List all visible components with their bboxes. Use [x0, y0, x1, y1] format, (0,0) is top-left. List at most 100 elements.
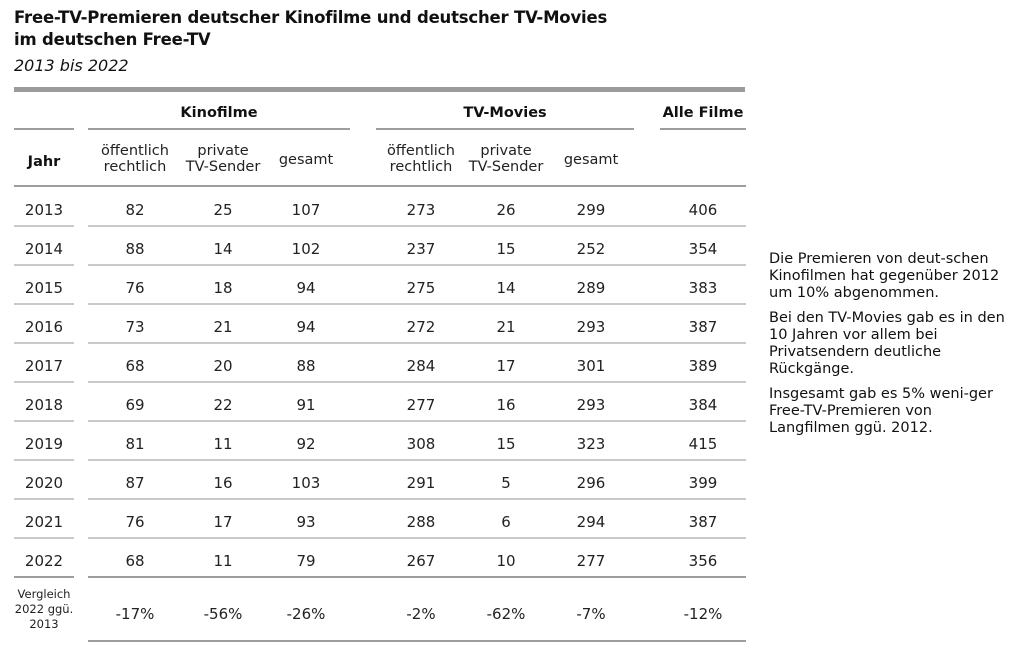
side-notes: Die Premieren von deut-schen Kinofilmen …	[769, 251, 1009, 437]
table-cell: 18	[213, 279, 233, 297]
table-cell: 387	[688, 513, 718, 531]
row-rule	[14, 576, 74, 578]
table-cell: 277	[576, 552, 606, 570]
comparison-tv-gesamt: -7%	[576, 605, 606, 623]
row-year: 2013	[24, 201, 64, 219]
table-cell: 87	[125, 474, 145, 492]
note-kinofilme: Die Premieren von deut-schen Kinofilmen …	[769, 251, 1000, 301]
comparison-label-line: 2022 ggü.	[14, 602, 74, 616]
group-underline-jahr	[14, 128, 74, 130]
row-rule	[14, 303, 74, 305]
group-underline-tv-movies	[376, 128, 634, 130]
table-cell: 267	[406, 552, 436, 570]
row-rule	[14, 342, 74, 344]
table-cell: 252	[576, 240, 606, 258]
table-cell: 73	[125, 318, 145, 336]
row-rule	[88, 225, 746, 227]
table-cell: 275	[406, 279, 436, 297]
comparison-kino-privat: -56%	[203, 605, 243, 623]
table-cell: 76	[125, 279, 145, 297]
row-year: 2017	[24, 357, 64, 375]
header-line: private	[480, 143, 532, 159]
table-cell: 68	[125, 552, 145, 570]
row-rule	[88, 381, 746, 383]
row-year: 2022	[24, 552, 64, 570]
group-header-alle-filme: Alle Filme	[662, 105, 744, 121]
column-header-kino-gesamt: gesamt	[268, 152, 344, 168]
table-cell: 387	[688, 318, 718, 336]
table-cell: 16	[496, 396, 516, 414]
comparison-tv-oer: -2%	[406, 605, 436, 623]
row-rule	[14, 381, 74, 383]
group-underline-alle-filme	[660, 128, 746, 130]
table-cell: 399	[688, 474, 718, 492]
table-cell: 103	[291, 474, 321, 492]
subtitle: 2013 bis 2022	[14, 56, 129, 75]
table-cell: 273	[406, 201, 436, 219]
title-line-2: im deutschen Free-TV	[14, 30, 211, 49]
row-rule	[14, 264, 74, 266]
table-cell: 289	[576, 279, 606, 297]
table-cell: 93	[296, 513, 316, 531]
column-header-tv-oer: öffentlich rechtlich	[378, 143, 464, 175]
row-rule	[14, 498, 74, 500]
table-cell: 76	[125, 513, 145, 531]
table-cell: 107	[291, 201, 321, 219]
row-rule	[88, 576, 746, 578]
header-line: private	[197, 143, 249, 159]
note-insgesamt: Insgesamt gab es 5% weni-ger Free-TV-Pre…	[769, 386, 993, 436]
table-cell: 92	[296, 435, 316, 453]
table-cell: 17	[496, 357, 516, 375]
table-cell: 26	[496, 201, 516, 219]
row-rule	[14, 537, 74, 539]
column-header-kino-privat: private TV-Sender	[179, 143, 267, 175]
table-cell: 415	[688, 435, 718, 453]
column-header-tv-gesamt: gesamt	[552, 152, 630, 168]
comparison-alle: -12%	[683, 605, 723, 623]
row-year: 2019	[24, 435, 64, 453]
header-rule	[14, 185, 746, 187]
chart-title: Free-TV-Premieren deutscher Kinofilme un…	[14, 7, 607, 51]
table-cell: 5	[501, 474, 511, 492]
table-cell: 22	[213, 396, 233, 414]
note-tv-movies: Bei den TV-Movies gab es in den 10 Jahre…	[769, 310, 1005, 377]
table-cell: 10	[496, 552, 516, 570]
row-year: 2018	[24, 396, 64, 414]
table-cell: 301	[576, 357, 606, 375]
table-cell: 277	[406, 396, 436, 414]
row-year: 2014	[24, 240, 64, 258]
row-rule	[88, 459, 746, 461]
table-cell: 88	[125, 240, 145, 258]
table-cell: 308	[406, 435, 436, 453]
table-cell: 293	[576, 396, 606, 414]
table-cell: 272	[406, 318, 436, 336]
table-cell: 14	[213, 240, 233, 258]
table-cell: 11	[213, 552, 233, 570]
table-cell: 15	[496, 435, 516, 453]
table-cell: 17	[213, 513, 233, 531]
table-cell: 88	[296, 357, 316, 375]
table-cell: 237	[406, 240, 436, 258]
comparison-tv-privat: -62%	[486, 605, 526, 623]
column-header-kino-oer: öffentlich rechtlich	[92, 143, 178, 175]
table-cell: 293	[576, 318, 606, 336]
header-line: gesamt	[563, 152, 619, 168]
header-line: öffentlich	[101, 143, 169, 159]
table-cell: 20	[213, 357, 233, 375]
row-rule	[14, 420, 74, 422]
table-cell: 79	[296, 552, 316, 570]
table-cell: 291	[406, 474, 436, 492]
table-cell: 384	[688, 396, 718, 414]
comparison-label: Vergleich 2022 ggü. 2013	[0, 587, 88, 632]
comparison-kino-gesamt: -26%	[286, 605, 326, 623]
table-cell: 15	[496, 240, 516, 258]
column-header-jahr: Jahr	[27, 154, 61, 170]
row-year: 2020	[24, 474, 64, 492]
header-line: gesamt	[278, 152, 334, 168]
group-underline-kinofilme	[88, 128, 350, 130]
table-cell: 68	[125, 357, 145, 375]
row-rule	[88, 303, 746, 305]
row-rule	[88, 498, 746, 500]
header-line: TV-Sender	[468, 159, 544, 175]
table-cell: 14	[496, 279, 516, 297]
